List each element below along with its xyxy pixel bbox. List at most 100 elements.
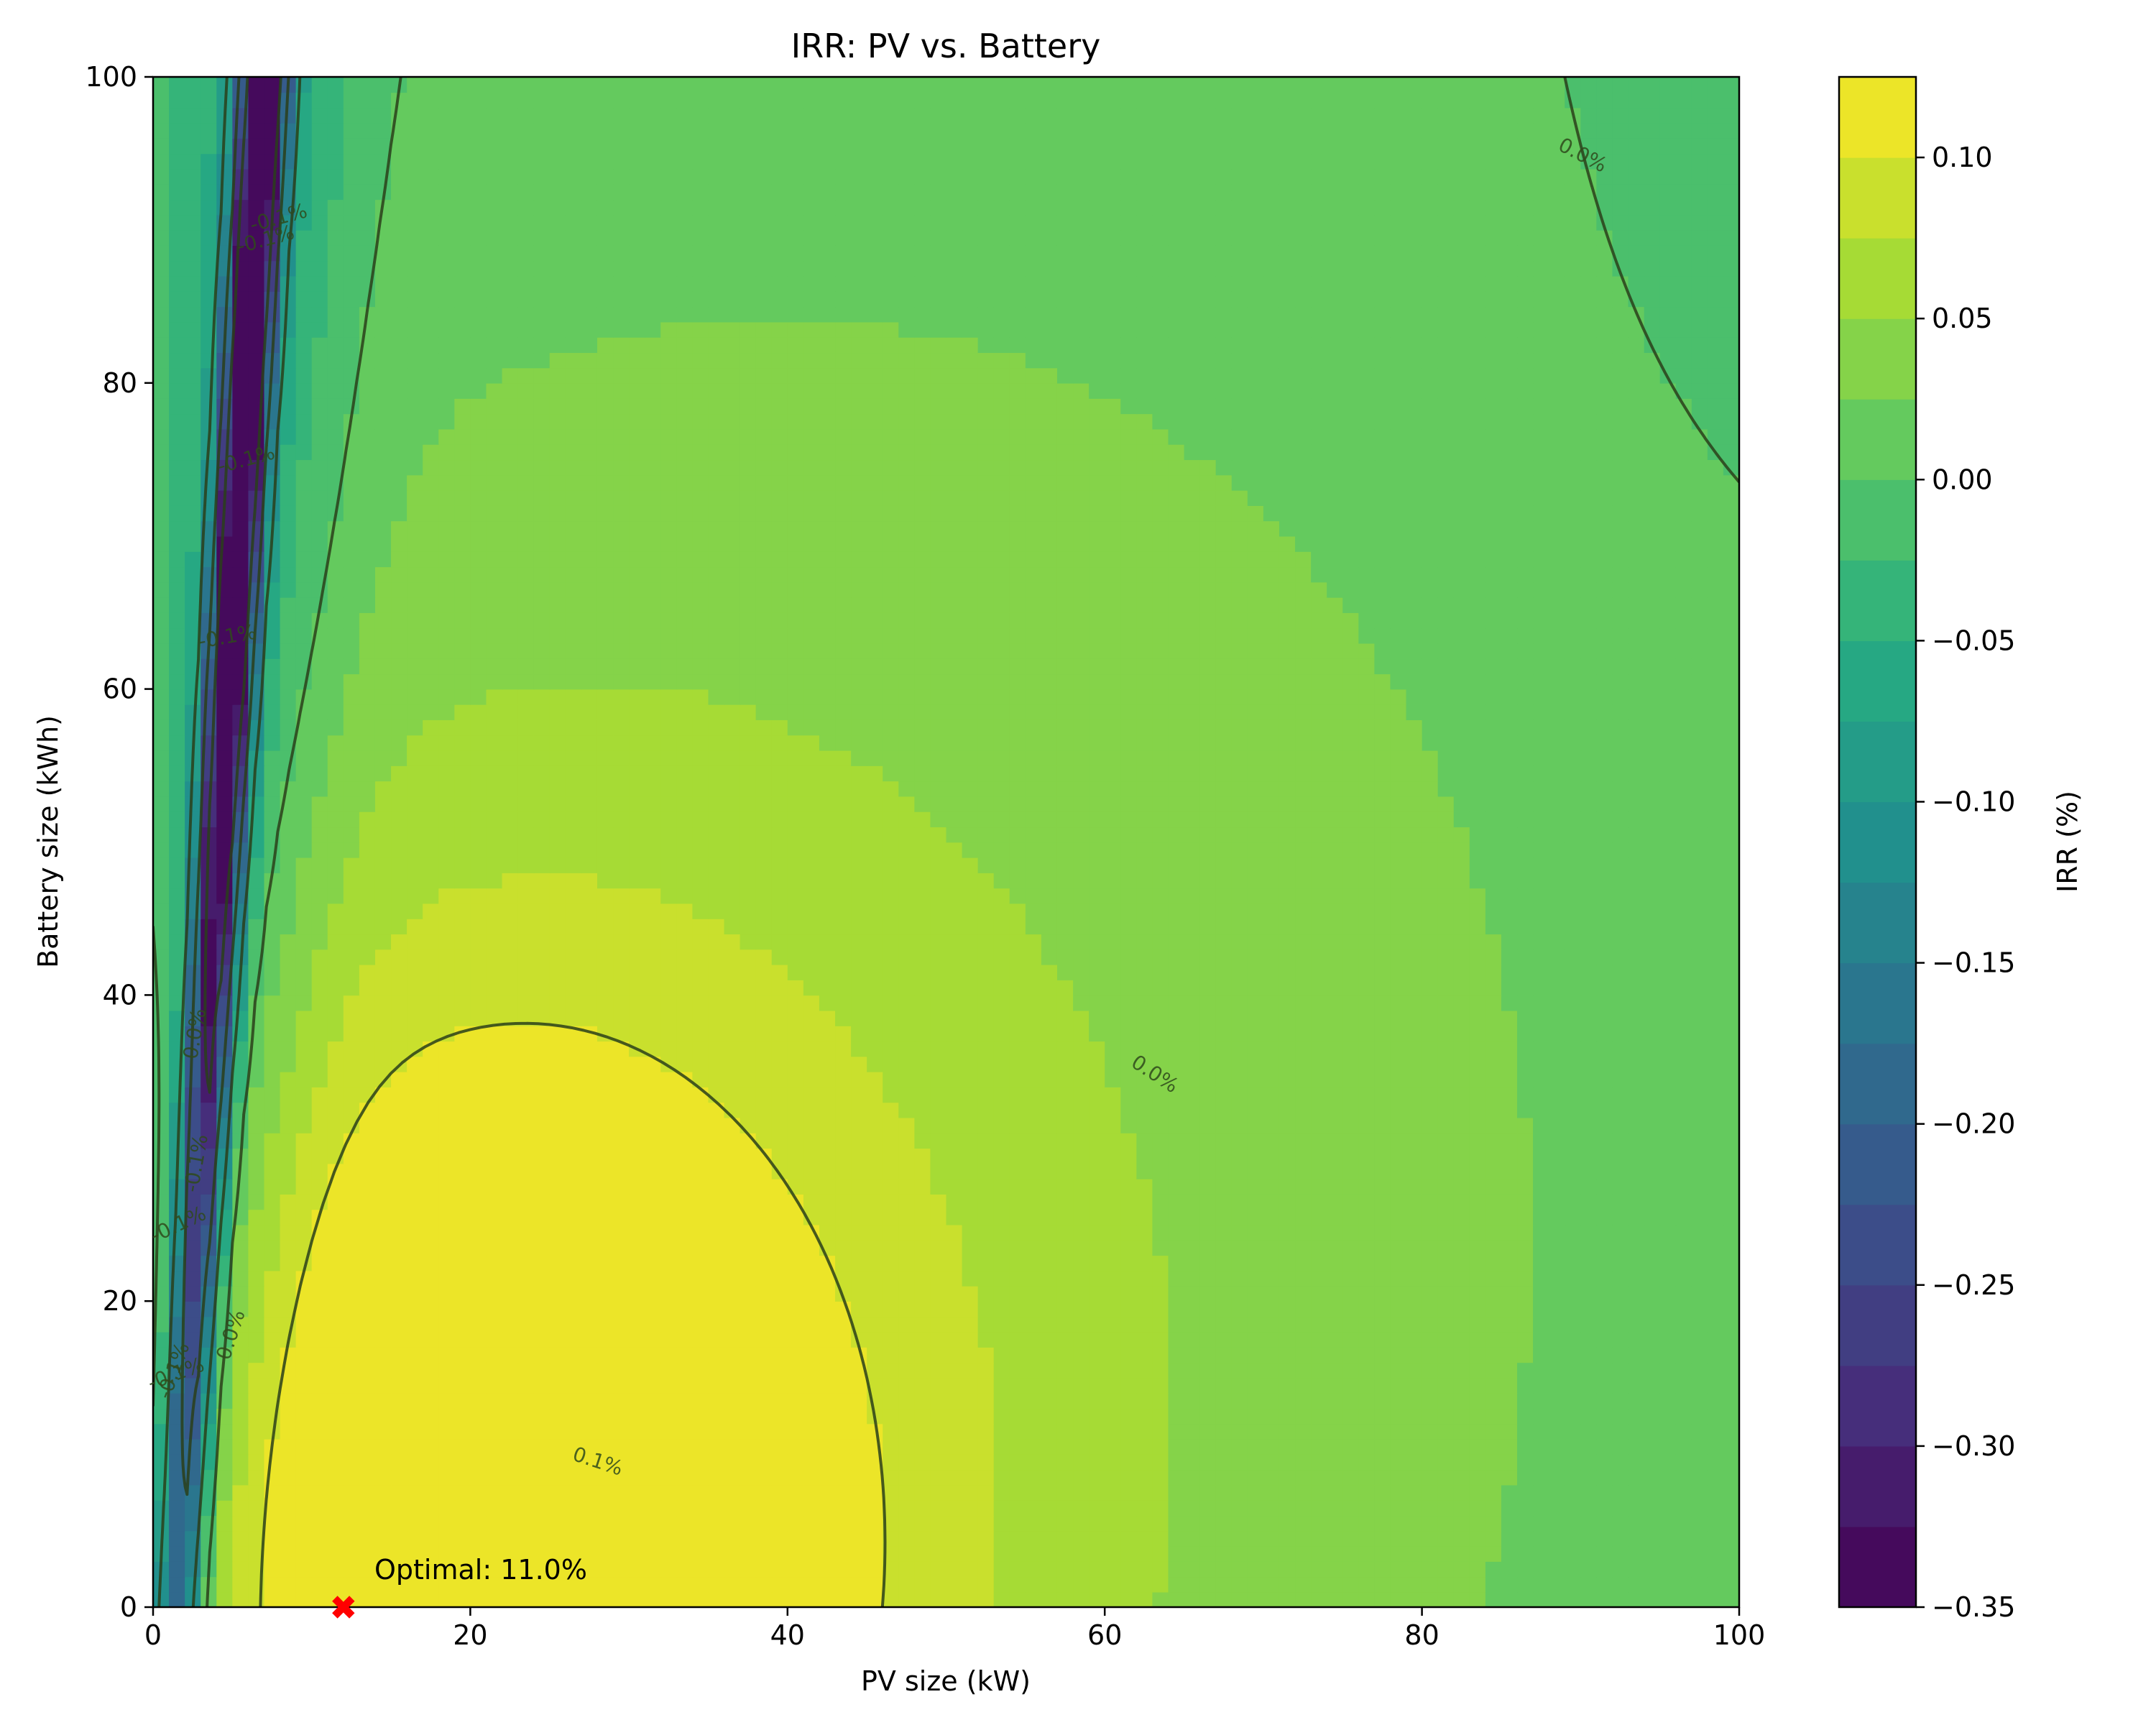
contour-cell <box>914 1316 931 1333</box>
contour-cell <box>1580 1408 1598 1425</box>
contour-cell <box>1612 1469 1629 1486</box>
contour-cell <box>1120 1117 1138 1133</box>
contour-cell <box>201 964 218 980</box>
contour-cell <box>1215 1469 1233 1486</box>
contour-cell <box>169 1224 185 1241</box>
contour-cell <box>1009 1576 1026 1593</box>
contour-cell <box>835 1576 852 1593</box>
contour-cell <box>660 1331 678 1348</box>
contour-cell <box>533 842 550 858</box>
contour-cell <box>1231 888 1248 904</box>
contour-cell <box>486 1178 503 1195</box>
contour-cell <box>1691 1377 1708 1394</box>
contour-cell <box>374 1010 392 1026</box>
contour-cell <box>153 873 170 889</box>
contour-cell <box>898 934 916 950</box>
contour-cell <box>565 1545 582 1562</box>
contour-cell <box>1168 1301 1185 1317</box>
contour-cell <box>1168 1194 1185 1210</box>
contour-cell <box>1723 1285 1739 1302</box>
contour-cell <box>1453 1392 1470 1409</box>
contour-cell <box>962 857 979 873</box>
contour-cell <box>201 1133 218 1149</box>
contour-cell <box>581 1362 598 1379</box>
contour-cell <box>708 1469 725 1486</box>
contour-cell <box>835 1392 852 1409</box>
contour-cell <box>1644 1056 1661 1072</box>
contour-cell <box>1041 1530 1058 1547</box>
contour-cell <box>311 1515 328 1532</box>
contour-cell <box>803 1331 820 1348</box>
contour-cell <box>596 964 614 980</box>
contour-cell <box>740 1087 757 1103</box>
contour-cell <box>470 1056 487 1072</box>
contour-cell <box>1168 873 1185 889</box>
contour-cell <box>755 1224 773 1241</box>
contour-cell <box>1184 1591 1201 1607</box>
contour-cell <box>1311 1347 1327 1363</box>
contour-cell <box>692 842 709 858</box>
contour-cell <box>1390 1576 1407 1593</box>
contour-cell <box>1533 934 1549 950</box>
contour-cell <box>1596 1438 1613 1455</box>
contour-cell <box>280 1255 297 1271</box>
contour-cell <box>502 1117 519 1133</box>
contour-cell <box>470 857 487 873</box>
contour-cell <box>819 995 836 1011</box>
contour-cell <box>755 1591 773 1607</box>
contour-cell <box>708 1224 725 1241</box>
contour-cell <box>740 934 757 950</box>
contour-cell <box>185 1255 202 1271</box>
contour-cell <box>1120 918 1138 935</box>
contour-cell <box>803 888 820 904</box>
contour-cell <box>755 1362 773 1379</box>
contour-cell <box>1596 1576 1613 1593</box>
contour-cell <box>1723 1392 1739 1409</box>
contour-cell <box>851 995 867 1011</box>
contour-cell <box>914 1010 931 1026</box>
contour-cell <box>914 1178 931 1195</box>
contour-cell <box>740 1561 757 1578</box>
contour-cell <box>1612 1408 1629 1425</box>
contour-cell <box>819 1454 836 1471</box>
contour-cell <box>787 857 804 873</box>
contour-cell <box>185 1071 202 1087</box>
contour-cell <box>423 934 440 950</box>
contour-cell <box>803 1087 820 1103</box>
contour-cell <box>517 1515 535 1532</box>
contour-cell <box>517 980 535 996</box>
contour-cell <box>1659 842 1677 858</box>
contour-cell <box>407 1163 423 1179</box>
contour-cell <box>517 888 535 904</box>
contour-cell <box>391 1545 407 1562</box>
contour-cell <box>1215 1209 1233 1225</box>
contour-cell <box>851 1117 867 1133</box>
contour-cell <box>374 1224 392 1241</box>
contour-cell <box>343 1392 360 1409</box>
contour-cell <box>1073 949 1089 965</box>
contour-cell <box>1501 1423 1518 1440</box>
contour-cell <box>423 873 440 889</box>
contour-cell <box>1453 1148 1470 1164</box>
contour-cell <box>1009 1071 1026 1087</box>
contour-cell <box>851 980 867 996</box>
contour-cell <box>724 1178 741 1195</box>
contour-cell <box>1691 1209 1708 1225</box>
contour-cell <box>1580 888 1598 904</box>
contour-cell <box>1358 888 1376 904</box>
contour-cell <box>1675 1071 1692 1087</box>
contour-cell <box>1422 857 1439 873</box>
contour-cell <box>755 1561 773 1578</box>
contour-cell <box>1707 888 1724 904</box>
contour-cell <box>724 1362 741 1379</box>
contour-cell <box>613 1438 630 1455</box>
contour-cell <box>169 888 185 904</box>
contour-cell <box>1374 1010 1391 1026</box>
contour-cell <box>1295 1117 1312 1133</box>
contour-cell <box>1390 1056 1407 1072</box>
contour-cell <box>1295 888 1312 904</box>
contour-cell <box>1073 1224 1089 1241</box>
contour-cell <box>660 1362 678 1379</box>
contour-cell <box>280 842 297 858</box>
contour-cell <box>438 1240 456 1256</box>
